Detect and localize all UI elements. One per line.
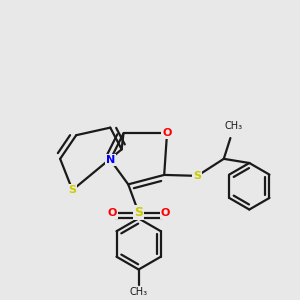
- Text: CH₃: CH₃: [224, 121, 242, 131]
- Text: S: S: [68, 185, 76, 195]
- Text: CH₃: CH₃: [130, 287, 148, 297]
- Text: O: O: [160, 208, 170, 218]
- Text: S: S: [193, 171, 201, 181]
- Text: N: N: [106, 155, 115, 165]
- Text: S: S: [134, 206, 143, 219]
- Text: O: O: [162, 128, 172, 138]
- Text: O: O: [107, 208, 117, 218]
